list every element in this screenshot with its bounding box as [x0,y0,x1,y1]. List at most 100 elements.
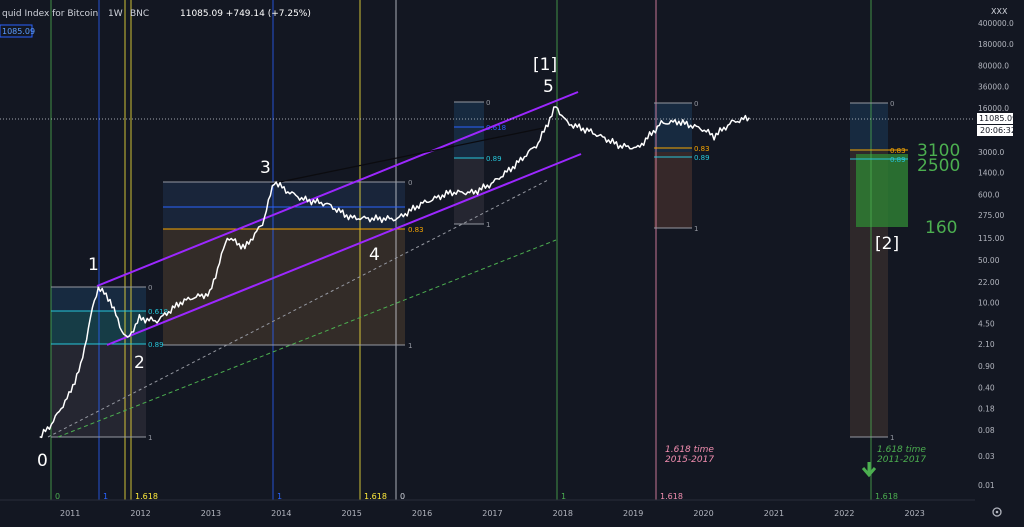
fib-2022-0-label: 0 [890,100,894,108]
last-price-text: 11085.09 +749.14 (+7.25%) [180,9,311,19]
fib-2013-0-label: 0 [408,179,412,187]
down-arrow-icon [861,462,877,478]
fib-2013-1-label: 1 [408,342,412,350]
channel-upper-line[interactable] [96,91,579,287]
time-vertical-label: 1 [277,492,282,501]
price-tick-label: 4.50 [978,320,995,329]
exchange-label: BNC [130,9,149,19]
time-tick-label: 2016 [412,509,432,518]
fib-2016-618-label: 0.618 [486,124,506,132]
svg-text:20:06:32: 20:06:32 [980,126,1016,135]
note-pink-line2: 2015-2017 [665,455,714,465]
time-vertical-label: 1 [561,492,566,501]
wave-label-3: 3 [260,158,271,178]
black-trend-line[interactable] [269,126,549,185]
countdown-label: 20:06:32 [977,125,1016,136]
green-dashed-trend[interactable] [57,239,557,438]
target-2500: 2500 [917,156,960,176]
note-green-line2: 2011-2017 [877,455,926,465]
time-axis[interactable]: 2011 2012 2013 2014 2015 2016 2017 2018 2019 2020… [0,499,975,523]
fib-2016-89-label: 0.89 [486,155,502,163]
price-tick-label: 50.00 [978,256,1000,265]
target-160: 160 [925,218,957,238]
fib-zone-2019-upper [654,103,692,152]
fib-2019-1-label: 1 [694,225,698,233]
fib-2019-89-label: 0.89 [694,154,710,162]
fib-zone-2013-lower [163,229,405,345]
time-vertical-label: 0 [55,492,60,501]
left-price-tag: 1085.09 [0,24,35,38]
time-tick-label: 2023 [905,509,925,518]
wave-label-2: 2 [134,353,145,373]
channel-lower-line[interactable] [106,153,582,346]
time-vertical-label: 1 [103,492,108,501]
price-tick-label: 22.00 [978,278,1000,287]
fib-2016-0-label: 0 [486,99,490,107]
time-vertical-label: 1.618 [660,492,683,501]
price-tick-label: 16000.0 [978,104,1009,113]
time-tick-label: 2012 [130,509,150,518]
price-tick-label: 36000.0 [978,83,1009,92]
time-tick-label: 2019 [623,509,643,518]
price-tick-label: 0.18 [978,405,995,414]
price-tick-label: 2.10 [978,340,995,349]
currency-label: XXX [991,7,1008,16]
time-tick-label: 2022 [834,509,854,518]
wave-label-0: 0 [37,451,48,471]
btc-price-series[interactable] [39,106,750,439]
fib-2019-83-label: 0.83 [694,145,710,153]
fib-2013-83-label: 0.83 [408,226,424,234]
wave-label-bracket-2: [2] [875,234,899,254]
time-vertical-label: 1.618 [364,492,387,501]
time-tick-label: 2020 [693,509,713,518]
time-tick-label: 2017 [482,509,502,518]
svg-text:11085.09: 11085.09 [979,114,1017,123]
fib-zone-2019-lower [654,152,692,228]
wave-label-1: 1 [88,255,99,275]
price-tick-label: 0.08 [978,426,995,435]
symbol-title[interactable]: quid Index for Bitcoin [2,9,98,19]
fib-zone-2016-upper [454,102,484,158]
time-tick-label: 2014 [271,509,291,518]
fib-2011-618-label: 0.618 [148,308,168,316]
fib-zone-2022-upper [850,103,888,151]
price-tick-label: 275.00 [978,211,1004,220]
price-tick-label: 3000.0 [978,148,1004,157]
price-tick-label: 400000.0 [978,19,1014,28]
interval-label[interactable]: 1W [108,9,123,19]
settings-gear-icon[interactable] [992,507,1002,517]
time-vertical-label: 1.618 [135,492,158,501]
fib-2019-0-label: 0 [694,100,698,108]
price-tick-label: 0.01 [978,481,995,490]
fib-2011-89-label: 0.89 [148,341,164,349]
gray-dashed-trend[interactable] [47,179,549,438]
price-axis[interactable]: XXX 400000.0 180000.0 80000.0 36000.0 16000.… [975,0,1024,523]
fib-2022-89-label: 0.89 [890,156,906,164]
price-tick-label: 180000.0 [978,40,1014,49]
price-tick-label: 10.00 [978,299,1000,308]
time-tick-label: 2013 [201,509,221,518]
note-pink-line1: 1.618 time [665,445,714,455]
time-vertical-label: 1.618 [875,492,898,501]
fib-2011-1-label: 1 [148,434,152,442]
fib-2011-0-label: 0 [148,284,152,292]
price-tick-label: 80000.0 [978,62,1009,71]
time-tick-label: 2011 [60,509,80,518]
time-tick-label: 2015 [342,509,362,518]
wave-label-4: 4 [369,245,380,265]
target-3100: 3100 [917,141,960,161]
wave-label-bracket-1: [1] [533,55,557,75]
time-vertical-label: 0 [400,492,405,501]
target-zone-green[interactable] [856,154,908,227]
header-legend[interactable]: quid Index for Bitcoin 1W BNC 11085.09 +… [2,9,311,19]
fib-2022-83-label: 0.83 [890,147,906,155]
note-green-line1: 1.618 time [877,445,926,455]
fib-2016-1-label: 1 [486,221,490,229]
price-tick-label: 115.00 [978,234,1004,243]
fib-zone-2013-upper [163,182,405,229]
price-tick-label: 0.40 [978,384,995,393]
price-tick-label: 0.03 [978,452,995,461]
svg-text:1085.09: 1085.09 [2,27,35,36]
